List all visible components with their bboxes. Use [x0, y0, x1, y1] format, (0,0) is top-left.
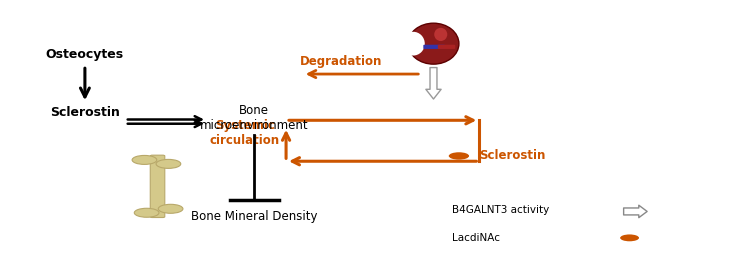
Circle shape — [134, 208, 159, 217]
Ellipse shape — [408, 23, 459, 64]
FancyBboxPatch shape — [424, 45, 445, 49]
Ellipse shape — [402, 32, 425, 56]
Text: LacdiNAc: LacdiNAc — [452, 233, 499, 243]
Circle shape — [449, 152, 469, 160]
Text: Osteocytes: Osteocytes — [46, 48, 124, 61]
FancyArrowPatch shape — [623, 205, 647, 218]
Text: Bone Mineral Density: Bone Mineral Density — [191, 210, 317, 223]
Text: Systemic
circulation: Systemic circulation — [210, 120, 280, 147]
Circle shape — [132, 155, 157, 164]
Circle shape — [158, 204, 183, 213]
Text: Sclerostin: Sclerostin — [479, 150, 545, 162]
FancyArrowPatch shape — [426, 68, 441, 99]
Circle shape — [620, 234, 639, 241]
FancyBboxPatch shape — [438, 45, 456, 49]
Text: Degradation: Degradation — [300, 55, 383, 68]
Text: Sclerostin: Sclerostin — [50, 106, 120, 119]
Ellipse shape — [434, 28, 448, 41]
FancyBboxPatch shape — [150, 155, 165, 218]
Circle shape — [156, 159, 181, 168]
Text: Bone
microenvironment: Bone microenvironment — [200, 104, 308, 132]
Text: B4GALNT3 activity: B4GALNT3 activity — [452, 205, 549, 215]
